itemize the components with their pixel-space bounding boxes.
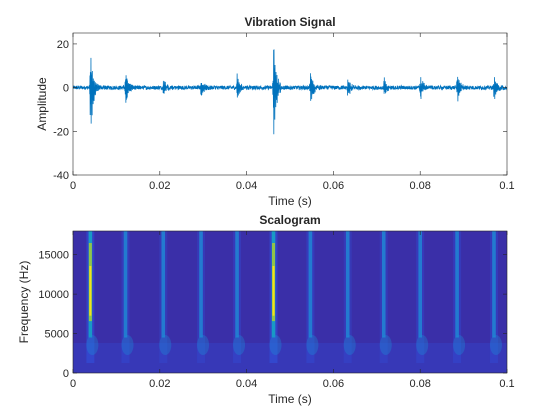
signal-x-axis-label: Time (s) [268,194,312,208]
x-tick-label: 0.02 [149,180,170,192]
ridge-low-blob [159,335,172,355]
ridge-low-blob [86,335,99,355]
ridge-core [199,231,203,338]
ridge-low-blob [269,335,282,355]
scalogram-x-axis-label: Time (s) [268,392,312,406]
scalogram-axes-box [72,230,508,374]
ridge-core [235,231,239,338]
ridge-low-blob [197,335,210,355]
x-tick-label: 0.08 [409,378,430,390]
scalogram-ridges [73,231,507,373]
low-frequency-band [73,343,507,373]
ridge-low-blob [233,335,246,355]
ridge-low-blob [416,335,429,355]
scalogram-chart: Scalogram 0 0.02 0.04 0.06 0.08 0.1 0 5000 10000… [17,213,515,406]
ridge-core [418,231,422,338]
scalogram-ticks: 0 0.02 0.04 0.06 0.08 0.1 0 5000 10000 15000 [38,231,515,390]
ridge-peak-max [89,266,92,316]
x-tick-label: 0.1 [499,180,514,192]
x-tick-label: 0 [70,378,76,390]
y-tick-label: 0 [63,368,69,380]
ridge-core [123,231,128,338]
y-tick-label: 10000 [38,289,69,301]
scalogram-y-axis-label: Frequency (Hz) [17,261,31,344]
x-tick-label: 0 [70,180,76,192]
signal-plot-area [73,33,507,175]
ridge-core [161,231,166,338]
y-tick-label: 20 [57,39,69,51]
y-tick-label: -20 [53,126,69,138]
signal-axes-box [72,32,508,176]
vibration-signal-chart: Vibration Signal 0 0.02 0.04 0.06 0.08 0.1 -40… [35,15,515,208]
x-tick-label: 0.04 [236,180,257,192]
ridge-low-blob [306,335,319,355]
ridge-low-blob [379,335,392,355]
ridge-low-blob [453,335,466,355]
x-tick-label: 0.1 [499,378,514,390]
signal-y-axis-label: Amplitude [35,77,49,131]
ridge-low-blob [489,335,502,355]
signal-chart-title: Vibration Signal [244,15,335,29]
scalogram-chart-title: Scalogram [259,213,320,227]
ridge-core [492,231,496,338]
ridge-core [308,231,313,338]
y-tick-label: 15000 [38,250,69,262]
ridge-low-blob [343,335,356,355]
ridge-core [345,231,350,338]
signal-series-line [73,49,507,135]
signal-ticks: 0 0.02 0.04 0.06 0.08 0.1 -40 -20 0 20 [53,33,515,192]
y-tick-label: 0 [63,83,69,95]
x-tick-label: 0.06 [323,180,344,192]
signal-trace [73,49,507,135]
y-tick-label: -40 [53,170,69,182]
x-tick-label: 0.04 [236,378,257,390]
ridge-low-blob [121,335,134,355]
x-tick-label: 0.02 [149,378,170,390]
x-tick-label: 0.08 [409,180,430,192]
ridge-peak-max [272,266,275,316]
scalogram-background [73,231,507,373]
ridge-core [455,231,459,338]
ridge-core [381,231,386,338]
y-tick-label: 5000 [45,329,69,341]
x-tick-label: 0.06 [323,378,344,390]
